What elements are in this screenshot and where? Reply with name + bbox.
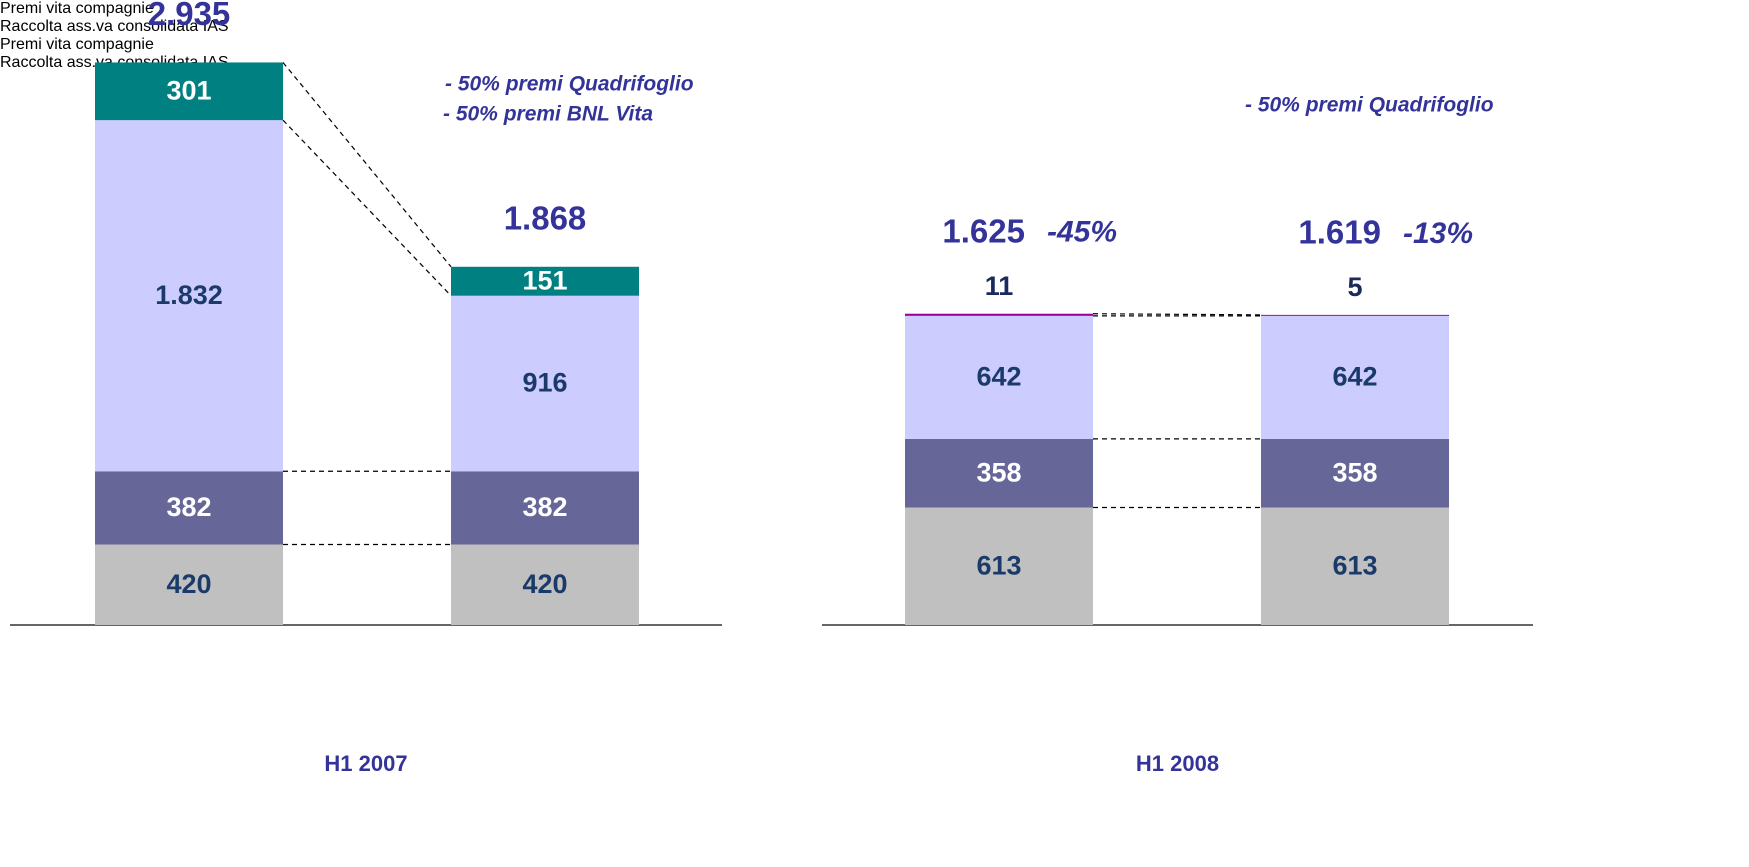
segment-label: 151: [522, 265, 567, 295]
category-label: Premi vita compagnie: [0, 0, 154, 17]
group-label: H1 2008: [1136, 751, 1219, 776]
bar-segment: [905, 438, 1093, 508]
change-label: -13%: [1403, 217, 1473, 250]
bar-segment: [905, 507, 1093, 625]
segment-label: 613: [976, 550, 1021, 580]
bar-segment: [451, 471, 639, 545]
total-label: 1.619: [1298, 214, 1381, 251]
connector: [282, 62, 452, 268]
bar-segment: [451, 266, 639, 296]
segment-label: 301: [166, 75, 211, 105]
bar-segment: [451, 295, 639, 472]
segment-label: 420: [522, 569, 567, 599]
connector: [1092, 313, 1262, 316]
bar-segment: [451, 544, 639, 625]
annotation: - 50% premi BNL Vita: [443, 103, 653, 126]
annotation: - 50% premi Quadrifoglio: [1245, 94, 1494, 117]
bar-segment: [95, 544, 283, 625]
bar-segment: [1261, 314, 1449, 316]
segment-label: 358: [976, 457, 1021, 487]
segment-label: 420: [166, 569, 211, 599]
segment-label: 613: [1332, 550, 1377, 580]
total-label: 1.868: [504, 199, 587, 236]
segment-label: 382: [166, 492, 211, 522]
segment-label: 382: [522, 492, 567, 522]
bar-segment: [95, 471, 283, 545]
bar-segment: [905, 315, 1093, 439]
segment-label: 642: [976, 361, 1021, 391]
bar-segment: [1261, 507, 1449, 625]
connector: [282, 119, 452, 297]
total-label: 1.625: [942, 212, 1025, 249]
segment-label: 642: [1332, 361, 1377, 391]
category-label: Premi vita compagnie: [0, 36, 154, 53]
segment-label: 11: [985, 271, 1014, 301]
bar-segment: [1261, 438, 1449, 508]
change-label: -45%: [1047, 216, 1117, 249]
category-label: Raccolta ass.va consolidata IAS: [0, 18, 229, 35]
bar-segment: [95, 62, 283, 121]
bar-segment: [905, 313, 1093, 316]
total-label: 2.935: [148, 0, 231, 32]
segment-label: 1.832: [155, 280, 223, 310]
group-label: H1 2007: [324, 751, 407, 776]
annotation: - 50% premi Quadrifoglio: [445, 73, 694, 96]
bar-segment: [1261, 315, 1449, 439]
segment-label: 5: [1347, 272, 1362, 302]
segment-label: 916: [522, 368, 567, 398]
bar-segment: [95, 120, 283, 472]
segment-label: 358: [1332, 457, 1377, 487]
